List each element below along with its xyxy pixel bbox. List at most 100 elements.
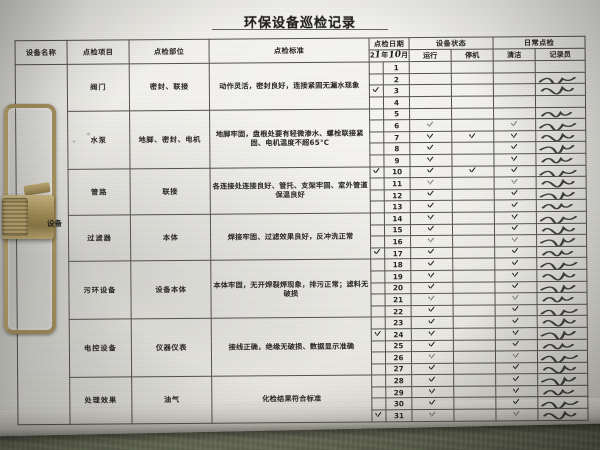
cell-stopped[interactable] [453, 327, 496, 340]
cell-cleaning[interactable] [495, 304, 538, 317]
cell-stopped[interactable] [452, 269, 495, 282]
cell-stopped[interactable] [452, 223, 495, 236]
cell-stopped[interactable] [452, 200, 495, 213]
cell-date-tick[interactable] [370, 178, 385, 190]
cell-recorder-signature[interactable] [535, 95, 586, 108]
cell-running[interactable] [409, 119, 452, 132]
cell-recorder-signature[interactable] [536, 199, 587, 212]
cell-stopped[interactable] [452, 211, 495, 224]
cell-stopped[interactable] [452, 165, 495, 178]
cell-running[interactable] [411, 397, 454, 410]
cell-stopped[interactable] [453, 397, 496, 410]
cell-cleaning[interactable] [493, 107, 536, 120]
cell-cleaning[interactable] [495, 408, 539, 421]
cell-running[interactable] [409, 84, 452, 97]
cell-stopped[interactable] [451, 61, 494, 74]
cell-date-tick[interactable] [369, 131, 384, 144]
cell-cleaning[interactable] [493, 142, 536, 154]
cell-running[interactable] [411, 305, 454, 317]
cell-date-tick[interactable] [370, 259, 385, 271]
cell-recorder-signature[interactable] [537, 338, 588, 351]
cell-cleaning[interactable] [495, 385, 538, 398]
cell-recorder-signature[interactable] [536, 257, 587, 270]
cell-cleaning[interactable] [493, 153, 537, 166]
cell-running[interactable] [410, 189, 453, 202]
cell-recorder-signature[interactable] [536, 246, 587, 258]
cell-cleaning[interactable] [495, 315, 538, 328]
cell-running[interactable] [409, 73, 452, 86]
cell-cleaning[interactable] [495, 292, 538, 305]
cell-cleaning[interactable] [495, 350, 538, 363]
cell-date-tick[interactable] [370, 212, 385, 225]
cell-running[interactable] [410, 212, 453, 225]
cell-stopped[interactable] [452, 177, 495, 190]
cell-cleaning[interactable] [495, 327, 538, 340]
cell-stopped[interactable] [453, 385, 496, 398]
cell-date-tick[interactable] [369, 85, 384, 97]
cell-cleaning[interactable] [494, 188, 537, 201]
cell-running[interactable] [410, 270, 453, 283]
cell-cleaning[interactable] [493, 118, 536, 131]
cell-stopped[interactable] [451, 72, 494, 85]
cell-running[interactable] [409, 142, 452, 155]
cell-running[interactable] [409, 107, 452, 120]
cell-cleaning[interactable] [495, 397, 538, 410]
cell-running[interactable] [411, 374, 454, 387]
cell-recorder-signature[interactable] [536, 164, 587, 177]
cell-date-tick[interactable] [369, 154, 385, 167]
cell-date-tick[interactable] [370, 189, 385, 202]
cell-cleaning[interactable] [493, 84, 536, 97]
cell-cleaning[interactable] [495, 362, 538, 375]
cell-running[interactable] [409, 61, 452, 74]
cell-running[interactable] [411, 339, 454, 352]
cell-running[interactable] [410, 165, 453, 178]
cell-running[interactable] [411, 409, 455, 422]
cell-recorder-signature[interactable] [537, 327, 588, 340]
cell-running[interactable] [410, 235, 453, 248]
cell-cleaning[interactable] [493, 130, 536, 143]
cell-cleaning[interactable] [493, 95, 536, 108]
cell-date-tick[interactable] [371, 328, 386, 341]
cell-recorder-signature[interactable] [535, 106, 586, 119]
cell-recorder-signature[interactable] [535, 141, 586, 154]
cell-cleaning[interactable] [494, 246, 537, 259]
cell-recorder-signature[interactable] [536, 188, 587, 201]
cell-running[interactable] [411, 362, 454, 375]
cell-cleaning[interactable] [494, 269, 537, 282]
cell-recorder-signature[interactable] [537, 292, 588, 305]
cell-recorder-signature[interactable] [535, 153, 587, 166]
cell-date-tick[interactable] [371, 363, 386, 376]
cell-cleaning[interactable] [493, 72, 536, 85]
cell-date-tick[interactable] [371, 305, 386, 318]
cell-stopped[interactable] [451, 119, 494, 132]
cell-recorder-signature[interactable] [537, 373, 588, 386]
cell-recorder-signature[interactable] [536, 280, 588, 293]
cell-running[interactable] [409, 131, 452, 144]
cell-recorder-signature[interactable] [537, 396, 588, 409]
cell-stopped[interactable] [451, 130, 494, 143]
cell-stopped[interactable] [451, 142, 494, 155]
cell-cleaning[interactable] [494, 223, 537, 236]
cell-recorder-signature[interactable] [537, 303, 588, 316]
cell-recorder-signature[interactable] [536, 211, 587, 224]
cell-cleaning[interactable] [494, 234, 537, 247]
cell-date-tick[interactable] [371, 386, 386, 399]
cell-running[interactable] [411, 316, 454, 329]
cell-cleaning[interactable] [494, 211, 537, 224]
cell-date-tick[interactable] [371, 409, 387, 422]
cell-running[interactable] [410, 200, 453, 213]
cell-cleaning[interactable] [495, 373, 538, 386]
cell-recorder-signature[interactable] [535, 130, 586, 143]
cell-cleaning[interactable] [493, 60, 536, 73]
cell-stopped[interactable] [452, 281, 496, 294]
cell-recorder-signature[interactable] [537, 315, 588, 328]
cell-stopped[interactable] [453, 316, 496, 329]
cell-stopped[interactable] [453, 304, 496, 317]
cell-recorder-signature[interactable] [537, 385, 588, 398]
cell-recorder-signature[interactable] [536, 176, 587, 189]
cell-date-tick[interactable] [369, 73, 384, 86]
cell-stopped[interactable] [453, 339, 496, 352]
cell-cleaning[interactable] [494, 200, 537, 212]
cell-stopped[interactable] [451, 84, 494, 97]
cell-stopped[interactable] [453, 351, 496, 363]
